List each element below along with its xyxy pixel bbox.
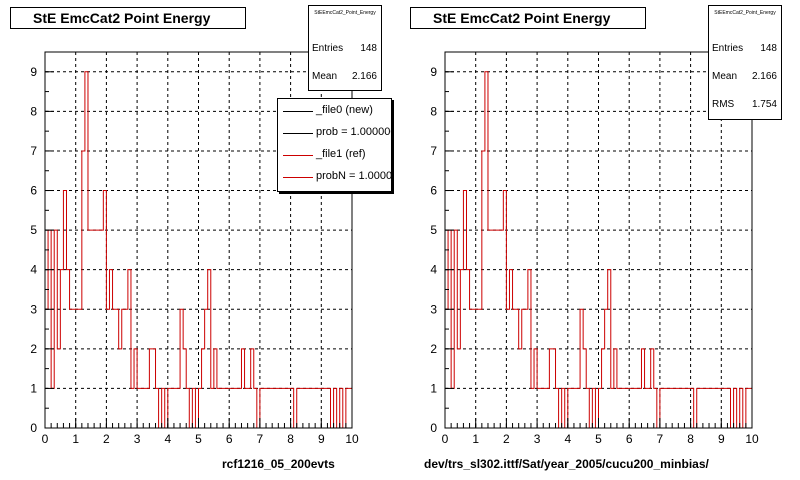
y-tick-label: 5: [30, 223, 37, 237]
stats-histogram-name: StEEmcCat2_Point_Energy: [314, 10, 376, 16]
x-tick-label: 3: [134, 432, 141, 446]
x-tick-label: 5: [195, 432, 202, 446]
legend-label: prob = 1.000000: [316, 126, 392, 138]
x-tick-label: 2: [103, 432, 110, 446]
stats-entries-label: Entries: [712, 43, 744, 54]
stats-histogram-name: StEEmcCat2_Point_Energy: [714, 10, 776, 16]
x-tick-label: 7: [257, 432, 264, 446]
y-tick-label: 4: [430, 263, 437, 277]
y-tick-label: 2: [430, 342, 437, 356]
y-tick-label: 2: [30, 342, 37, 356]
y-tick-label: 1: [430, 381, 437, 395]
left-histogram-plot: 0 1 2 3 4 5 6 7 8 9 10 0 1 2 3 4 5 6 7 8 9: [30, 51, 359, 446]
legend-entry: prob = 1.000000: [278, 123, 391, 143]
x-tick-label: 3: [534, 432, 541, 446]
x-tick-label: 7: [657, 432, 664, 446]
x-tick-label: 6: [626, 432, 633, 446]
x-tick-label: 6: [226, 432, 233, 446]
legend-line-prob: [283, 133, 313, 134]
y-tick-label: 6: [430, 184, 437, 198]
legend-entry: _file1 (ref): [278, 145, 391, 165]
legend-label: _file0 (new): [316, 104, 373, 116]
y-tick-label: 1: [30, 381, 37, 395]
y-tick-label: 8: [30, 104, 37, 118]
legend-label: _file1 (ref): [316, 148, 366, 160]
y-tick-label: 9: [30, 65, 37, 79]
y-tick-label: 4: [30, 263, 37, 277]
y-tick-label: 7: [430, 144, 437, 158]
y-tick-label: 7: [30, 144, 37, 158]
x-tick-label: 9: [718, 432, 725, 446]
y-tick-label: 3: [430, 302, 437, 316]
legend-entry: probN = 1.000000: [278, 167, 391, 187]
y-tick-label: 6: [30, 184, 37, 198]
stats-mean-label: Mean: [712, 71, 738, 82]
legend-line-new: [283, 111, 313, 112]
left-stats-box: StEEmcCat2_Point_Energy Entries 148 Mean…: [308, 5, 382, 91]
legend-line-probn: [283, 177, 313, 178]
legend-line-ref: [283, 155, 313, 156]
left-legend-box: _file0 (new) prob = 1.000000 _file1 (ref…: [277, 98, 392, 192]
stats-mean-value: 2.166: [351, 71, 377, 82]
x-tick-label: 1: [72, 432, 79, 446]
y-tick-label: 0: [430, 421, 437, 435]
y-tick-label: 3: [30, 302, 37, 316]
x-tick-label: 5: [595, 432, 602, 446]
stats-mean-value: 2.166: [751, 71, 777, 82]
right-stats-box: StEEmcCat2_Point_Energy Entries 148 Mean…: [708, 5, 782, 120]
y-tick-label: 5: [430, 223, 437, 237]
x-tick-label: 2: [503, 432, 510, 446]
stats-entries-value: 148: [360, 43, 377, 54]
stats-entries-value: 148: [760, 43, 777, 54]
stats-rms-value: 1.754: [751, 99, 777, 110]
stats-rms-label: RMS: [712, 99, 735, 110]
x-tick-label: 10: [745, 432, 759, 446]
x-tick-label: 10: [345, 432, 359, 446]
right-caption: dev/trs_sl302.ittf/Sat/year_2005/cucu200…: [424, 457, 709, 471]
y-tick-label: 9: [430, 65, 437, 79]
x-tick-label: 4: [564, 432, 571, 446]
right-histogram-title: StE EmcCat2 Point Energy: [410, 7, 646, 29]
legend-entry: _file0 (new): [278, 101, 391, 121]
y-tick-label: 8: [430, 104, 437, 118]
x-tick-label: 8: [687, 432, 694, 446]
left-histogram-title: StE EmcCat2 Point Energy: [10, 7, 246, 29]
stats-entries-label: Entries: [312, 43, 344, 54]
x-tick-label: 0: [42, 432, 49, 446]
x-tick-label: 0: [442, 432, 449, 446]
x-tick-label: 1: [472, 432, 479, 446]
x-tick-label: 8: [287, 432, 294, 446]
left-caption: rcf1216_05_200evts: [222, 457, 335, 471]
x-tick-label: 9: [318, 432, 325, 446]
stats-mean-label: Mean: [312, 71, 338, 82]
legend-label: probN = 1.000000: [316, 170, 392, 182]
x-tick-label: 4: [164, 432, 171, 446]
y-tick-label: 0: [30, 421, 37, 435]
